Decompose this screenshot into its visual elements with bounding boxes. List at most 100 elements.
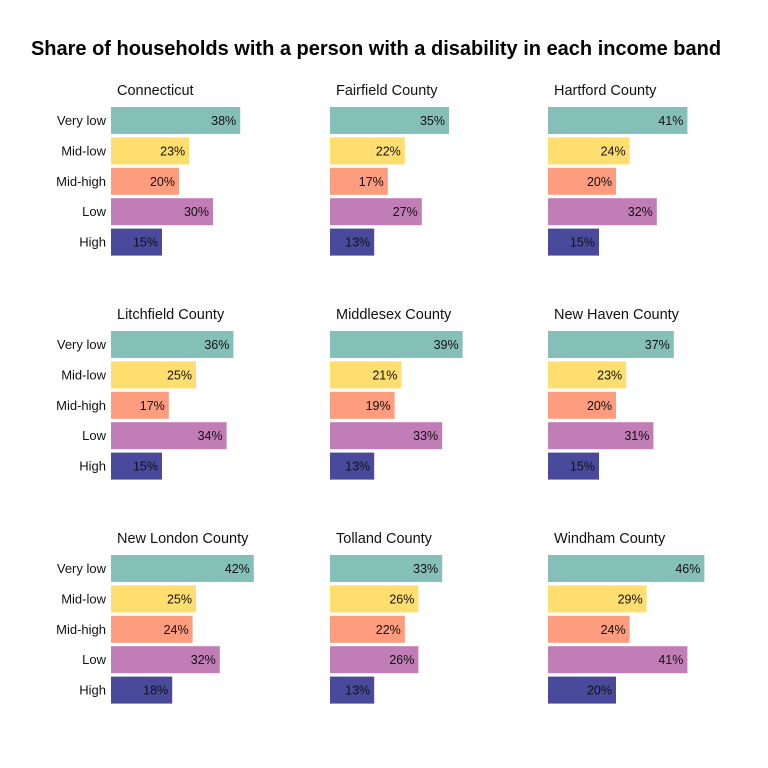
category-tick-label: Very low [57, 113, 107, 128]
facets-group: Connecticut 38% Very low 23% Mid-low 20% Mid-h… [56, 83, 705, 704]
bar [111, 422, 227, 450]
bar [330, 585, 419, 613]
facet-title: Hartford County [554, 83, 657, 99]
data-label: 25% [167, 368, 192, 382]
data-label: 39% [434, 338, 459, 352]
bar [548, 391, 616, 419]
category-tick-label: Very low [57, 337, 107, 352]
data-label: 35% [420, 114, 445, 128]
bar [330, 676, 375, 704]
bar [548, 228, 599, 256]
bar [111, 107, 241, 134]
bar [548, 198, 657, 226]
data-label: 15% [133, 236, 158, 250]
bar [548, 452, 599, 480]
data-label: 41% [658, 653, 683, 667]
bar [330, 615, 405, 643]
data-label: 29% [618, 592, 643, 606]
bar [548, 137, 630, 165]
category-tick-label: Low [82, 204, 106, 219]
data-label: 15% [133, 460, 158, 474]
data-label: 24% [164, 623, 189, 637]
facet-title: Tolland County [336, 531, 433, 547]
data-label: 36% [204, 338, 229, 352]
bar [330, 391, 395, 419]
category-tick-label: Mid-low [61, 367, 106, 382]
bar [330, 555, 443, 582]
data-label: 23% [597, 368, 622, 382]
facet-title: Windham County [554, 531, 666, 547]
bar [330, 198, 422, 226]
bar [111, 452, 162, 480]
data-label: 13% [345, 236, 370, 250]
bar [111, 331, 234, 358]
chart-title: Share of households with a person with a… [31, 38, 721, 60]
bar [111, 585, 196, 613]
category-tick-label: Low [82, 652, 106, 667]
facet-panel: New London County 42% Very low 25% Mid-low 24… [56, 531, 254, 704]
category-tick-label: Mid-low [61, 143, 106, 158]
facet-title: New Haven County [554, 307, 680, 323]
bar [111, 555, 254, 582]
bar [330, 361, 402, 389]
bar [330, 137, 405, 165]
bar [548, 555, 705, 582]
bar [330, 646, 419, 674]
bar [111, 615, 193, 643]
data-label: 46% [675, 562, 700, 576]
bar [548, 615, 630, 643]
category-tick-label: Mid-high [56, 398, 106, 413]
data-label: 30% [184, 205, 209, 219]
category-tick-label: Low [82, 428, 106, 443]
bar [548, 422, 654, 450]
data-label: 42% [225, 562, 250, 576]
facet-panel: New Haven County 37% 23% 20% 31% 15% [548, 307, 680, 480]
data-label: 20% [587, 399, 612, 413]
bar [548, 167, 616, 195]
bar [111, 228, 162, 256]
data-label: 25% [167, 592, 192, 606]
bar [548, 361, 627, 389]
data-label: 15% [570, 460, 595, 474]
data-label: 41% [658, 114, 683, 128]
data-label: 22% [376, 144, 401, 158]
data-label: 20% [587, 175, 612, 189]
category-tick-label: High [79, 683, 106, 698]
facet-title: New London County [117, 531, 249, 547]
data-label: 37% [645, 338, 670, 352]
data-label: 31% [624, 429, 649, 443]
facet-title: Fairfield County [336, 83, 438, 99]
facet-panel: Tolland County 33% 26% 22% 26% 13% [330, 531, 443, 704]
bar [111, 167, 179, 195]
data-label: 24% [601, 144, 626, 158]
data-label: 32% [191, 653, 216, 667]
data-label: 34% [198, 429, 223, 443]
data-label: 13% [345, 684, 370, 698]
data-label: 33% [413, 429, 438, 443]
bar [548, 585, 647, 613]
bar [548, 646, 688, 674]
bar [111, 676, 173, 704]
data-label: 15% [570, 236, 595, 250]
data-label: 17% [359, 175, 384, 189]
data-label: 20% [587, 684, 612, 698]
data-label: 26% [389, 653, 414, 667]
facet-panel: Litchfield County 36% Very low 25% Mid-low 17… [56, 307, 234, 480]
bar [330, 228, 375, 256]
facet-title: Connecticut [117, 83, 194, 99]
data-label: 26% [389, 592, 414, 606]
data-label: 22% [376, 623, 401, 637]
bar [330, 452, 375, 480]
facet-panel: Hartford County 41% 24% 20% 32% 15% [548, 83, 688, 256]
category-tick-label: Mid-high [56, 174, 106, 189]
bar [111, 361, 196, 389]
data-label: 33% [413, 562, 438, 576]
category-tick-label: Very low [57, 561, 107, 576]
bar [330, 167, 388, 195]
category-tick-label: Mid-low [61, 591, 106, 606]
facet-panel: Connecticut 38% Very low 23% Mid-low 20% Mid-h… [56, 83, 241, 256]
category-tick-label: High [79, 459, 106, 474]
facet-panel: Windham County 46% 29% 24% 41% 20% [548, 531, 705, 704]
facet-title: Middlesex County [336, 307, 452, 323]
